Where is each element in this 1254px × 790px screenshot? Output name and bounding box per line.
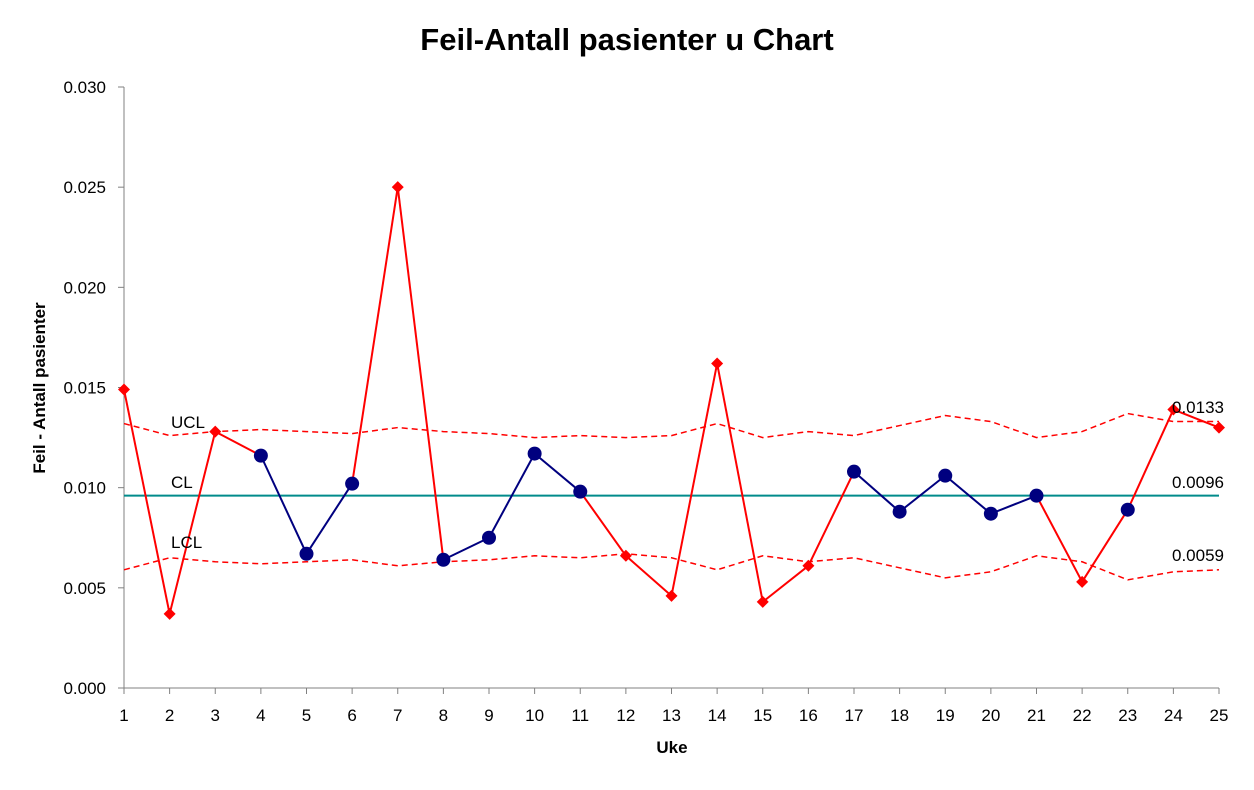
x-tick-label: 15: [753, 706, 772, 725]
u-series-segment: [259, 455, 308, 555]
u-series-segment: [1081, 509, 1129, 583]
y-tick-label: 0.005: [63, 579, 106, 598]
out-of-control-point: [1213, 421, 1225, 434]
control-limits: [123, 412, 1220, 581]
data-point: [892, 504, 907, 519]
y-tick-label: 0.010: [63, 479, 106, 498]
cl-value-label: 0.0096: [1172, 473, 1224, 492]
out-of-control-point: [1167, 403, 1180, 416]
x-tick-label: 11: [571, 706, 589, 725]
x-tick-label: 8: [439, 706, 448, 725]
out-of-control-point: [665, 589, 678, 602]
out-of-control-point: [802, 559, 815, 572]
u-series-segment: [990, 494, 1037, 515]
u-series-segment: [488, 453, 536, 539]
x-tick-label: 5: [302, 706, 311, 725]
x-tick-label: 3: [211, 706, 220, 725]
u-series-segment: [305, 483, 353, 555]
y-tick-label: 0.015: [63, 379, 106, 398]
x-tick-label: 16: [799, 706, 818, 725]
out-of-control-point: [619, 549, 632, 562]
u-series-segment: [442, 536, 490, 561]
data-point: [938, 468, 953, 483]
out-of-control-point: [391, 181, 404, 194]
chart-title: Feil-Antall pasienter u Chart: [420, 22, 833, 57]
data-point: [527, 446, 542, 461]
x-tick-label: 17: [845, 706, 864, 725]
y-tick-label: 0.020: [63, 278, 106, 297]
u-series-segment: [853, 470, 901, 513]
data-point: [253, 448, 268, 463]
x-tick-label: 12: [616, 706, 635, 725]
u-series-segment: [168, 431, 217, 615]
ucl-line: [123, 412, 1219, 439]
lcl-label: LCL: [171, 533, 202, 552]
annotations: UCL CL LCL 0.0133 0.0096 0.0059: [171, 398, 1224, 565]
x-tick-label: 6: [347, 706, 356, 725]
x-tick-label: 10: [525, 706, 544, 725]
data-point: [345, 476, 360, 491]
y-tick-label: 0.030: [63, 78, 106, 97]
x-tick-label: 22: [1073, 706, 1092, 725]
data-point: [573, 484, 588, 499]
x-tick-label: 13: [662, 706, 681, 725]
y-tick-label: 0.000: [63, 679, 106, 698]
x-tick-label: 14: [708, 706, 727, 725]
x-tick-label: 23: [1118, 706, 1137, 725]
x-axis-title: Uke: [656, 738, 687, 757]
data-point: [1120, 502, 1135, 517]
u-series-segment: [396, 187, 445, 560]
u-series-segment: [1126, 409, 1175, 511]
x-tick-label: 25: [1210, 706, 1229, 725]
out-of-control-point: [118, 383, 130, 396]
u-series-segment: [625, 555, 673, 597]
data-series: [118, 181, 1225, 620]
x-tick-label: 19: [936, 706, 955, 725]
lcl-value-label: 0.0059: [1172, 546, 1224, 565]
u-series-segment: [944, 474, 992, 515]
out-of-control-point: [209, 425, 222, 438]
u-series-segment: [807, 471, 855, 567]
data-point: [983, 506, 998, 521]
u-series-segment: [899, 474, 946, 513]
u-series-segment: [1035, 495, 1084, 583]
x-tick-label: 4: [256, 706, 265, 725]
x-tick-label: 21: [1027, 706, 1046, 725]
u-series-segment: [670, 363, 719, 597]
u-series-segment: [351, 187, 399, 484]
lcl-line: [123, 553, 1220, 581]
u-series-segment: [123, 389, 171, 615]
u-series-segment: [762, 565, 809, 603]
data-point: [1029, 488, 1044, 503]
x-tick-label: 2: [165, 706, 174, 725]
u-series-segment: [533, 452, 581, 493]
cl-label: CL: [171, 473, 193, 492]
out-of-control-point: [1076, 575, 1089, 588]
out-of-control-point: [711, 357, 724, 370]
data-point: [299, 546, 314, 561]
out-of-control-point: [163, 607, 176, 620]
x-tick-label: 20: [981, 706, 1000, 725]
x-tick-label: 7: [393, 706, 402, 725]
data-point: [482, 530, 496, 545]
x-tick-label: 18: [890, 706, 909, 725]
y-axis-title: Feil - Antall pasienter: [30, 302, 49, 474]
x-tick-label: 1: [119, 706, 128, 725]
data-point: [436, 552, 451, 567]
u-series-segment: [716, 363, 764, 603]
u-series-segment: [1173, 408, 1220, 429]
out-of-control-point: [756, 595, 769, 608]
data-point: [847, 464, 861, 479]
x-tick-label: 9: [484, 706, 493, 725]
y-tick-label: 0.025: [63, 178, 106, 197]
ucl-value-label: 0.0133: [1172, 398, 1224, 417]
ucl-label: UCL: [171, 413, 205, 432]
u-series-segment: [214, 430, 262, 457]
u-series-segment: [579, 491, 627, 557]
x-tick-label: 24: [1164, 706, 1183, 725]
